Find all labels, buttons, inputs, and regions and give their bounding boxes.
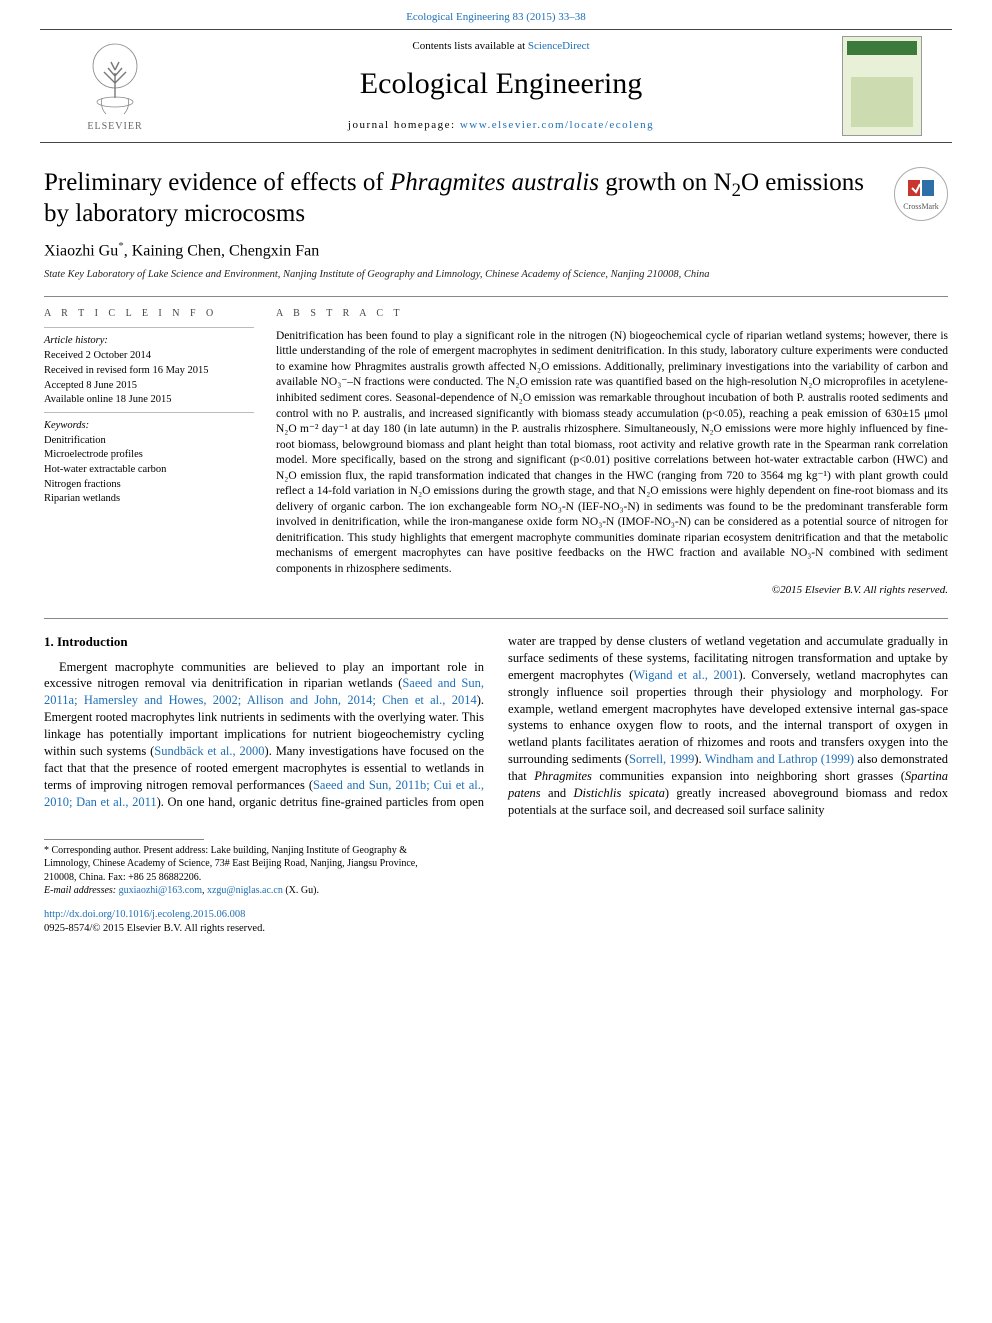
crossmark-badge[interactable]: CrossMark (894, 167, 948, 221)
publisher-label: ELSEVIER (87, 120, 142, 134)
contents-available-line: Contents lists available at ScienceDirec… (160, 39, 842, 54)
article-info-header: A R T I C L E I N F O (44, 307, 254, 321)
abstract-column: A B S T R A C T Denitrification has been… (276, 307, 948, 598)
title-post: growth on N (599, 169, 732, 196)
emails-author: (X. Gu). (283, 885, 319, 896)
homepage-prefix: journal homepage: (348, 119, 460, 131)
intro-paragraph-1: Emergent macrophyte communities are beli… (44, 633, 948, 819)
article-title: Preliminary evidence of effects of Phrag… (44, 167, 876, 230)
abstract-body: Denitrification has been found to play a… (276, 329, 948, 577)
keyword-2: Hot-water extractable carbon (44, 463, 254, 478)
info-abstract-row: A R T I C L E I N F O Article history: R… (0, 297, 992, 618)
p2-cite-3[interactable]: Sorrell, 1999 (629, 752, 694, 766)
authors-line: Xiaozhi Gu*, Kaining Chen, Chengxin Fan (0, 235, 992, 266)
author-1: Xiaozhi Gu (44, 243, 118, 260)
p2-g: and (541, 786, 574, 800)
title-species: Phragmites australis (390, 169, 599, 196)
journal-header-band: ELSEVIER Contents lists available at Sci… (40, 29, 952, 143)
publisher-logo-block: ELSEVIER (70, 38, 160, 134)
history-online: Available online 18 June 2015 (44, 393, 254, 408)
corr-footnote: * Corresponding author. Present address:… (44, 844, 436, 885)
emails-line: E-mail addresses: guxiaozhi@163.com, xzg… (44, 884, 436, 898)
p2-em1: Phragmites (534, 769, 592, 783)
p1-cite-2[interactable]: Sundbäck et al., 2000 (154, 744, 264, 758)
keyword-1: Microelectrode profiles (44, 448, 254, 463)
p2-d: ). (694, 752, 704, 766)
doi-link[interactable]: http://dx.doi.org/10.1016/j.ecoleng.2015… (44, 909, 245, 920)
title-pre: Preliminary evidence of effects of (44, 169, 390, 196)
issn-line: 0925-8574/© 2015 Elsevier B.V. All right… (44, 922, 948, 936)
affiliation: State Key Laboratory of Lake Science and… (0, 266, 992, 296)
history-accepted: Accepted 8 June 2015 (44, 379, 254, 394)
sciencedirect-link[interactable]: ScienceDirect (528, 40, 590, 52)
body-two-columns: 1. Introduction Emergent macrophyte comm… (0, 619, 992, 819)
journal-cover-thumb (842, 36, 922, 136)
footnotes-block: * Corresponding author. Present address:… (0, 840, 480, 898)
homepage-link[interactable]: www.elsevier.com/locate/ecoleng (460, 119, 654, 131)
keyword-4: Riparian wetlands (44, 492, 254, 507)
abstract-header: A B S T R A C T (276, 307, 948, 321)
p2-f: communities expansion into neighboring s… (592, 769, 905, 783)
top-citation-link[interactable]: Ecological Engineering 83 (2015) 33–38 (406, 11, 586, 23)
p2-em3: Distichlis spicata (573, 786, 664, 800)
journal-name: Ecological Engineering (160, 64, 842, 105)
p2-cite-2[interactable]: Wigand et al., 2001 (633, 668, 738, 682)
abstract-copyright: ©2015 Elsevier B.V. All rights reserved. (276, 583, 948, 598)
authors-rest: , Kaining Chen, Chengxin Fan (124, 243, 320, 260)
p2-cite-4[interactable]: Windham and Lathrop (1999) (705, 752, 854, 766)
elsevier-tree-icon (80, 38, 150, 118)
top-citation: Ecological Engineering 83 (2015) 33–38 (0, 0, 992, 29)
article-info-column: A R T I C L E I N F O Article history: R… (44, 307, 254, 598)
history-label: Article history: (44, 334, 254, 349)
contents-prefix: Contents lists available at (412, 40, 527, 52)
crossmark-label: CrossMark (903, 202, 939, 213)
header-middle: Contents lists available at ScienceDirec… (160, 39, 842, 133)
intro-header: 1. Introduction (44, 633, 484, 651)
doi-block: http://dx.doi.org/10.1016/j.ecoleng.2015… (0, 898, 992, 956)
email-2[interactable]: xzgu@niglas.ac.cn (207, 885, 283, 896)
keyword-3: Nitrogen fractions (44, 478, 254, 493)
emails-label: E-mail addresses: (44, 885, 119, 896)
info-rule-1 (44, 327, 254, 328)
email-1[interactable]: guxiaozhi@163.com (119, 885, 202, 896)
info-rule-2 (44, 412, 254, 413)
keywords-label: Keywords: (44, 419, 254, 434)
title-sub: 2 (732, 180, 741, 201)
history-revised: Received in revised form 16 May 2015 (44, 364, 254, 379)
journal-homepage-line: journal homepage: www.elsevier.com/locat… (160, 118, 842, 133)
history-received: Received 2 October 2014 (44, 349, 254, 364)
keyword-0: Denitrification (44, 434, 254, 449)
